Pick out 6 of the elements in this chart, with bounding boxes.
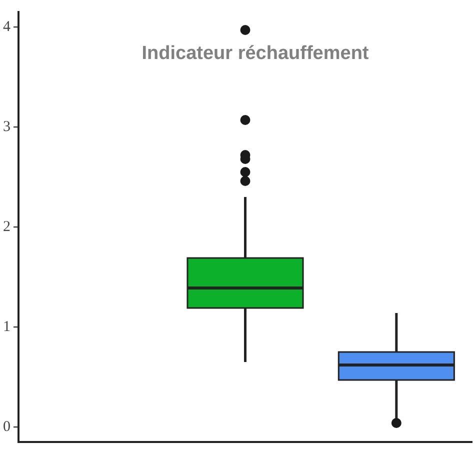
- y-tick-label: 1: [3, 318, 10, 335]
- y-tick-label: 2: [3, 218, 10, 235]
- y-tick-label: 0: [3, 418, 10, 435]
- y-tick-label: 4: [3, 18, 11, 35]
- y-tick-label: 3: [3, 118, 10, 135]
- text: Indicateur réchauffement: [142, 43, 370, 64]
